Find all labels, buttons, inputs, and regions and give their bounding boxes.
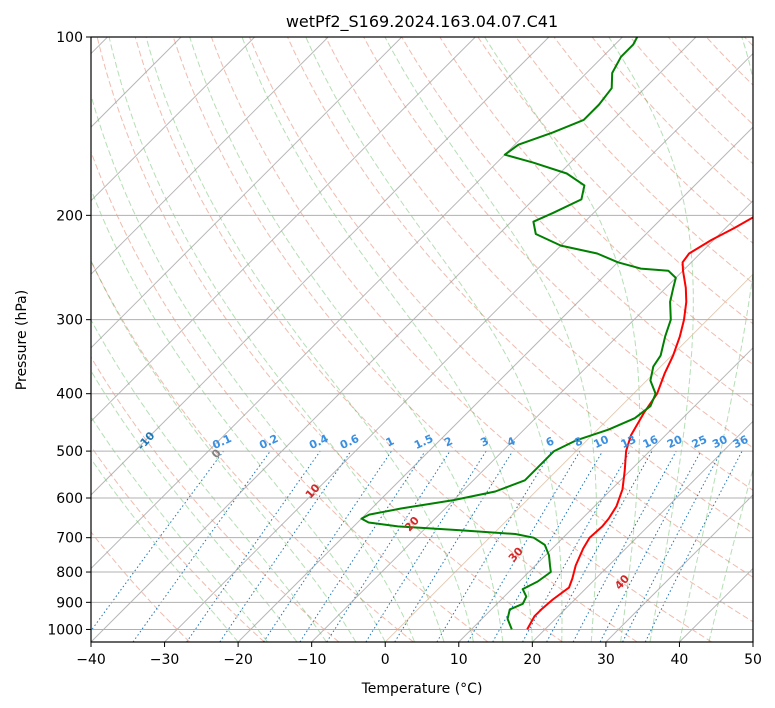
moist-adiabat-line (384, 37, 598, 642)
isotherm-line (91, 37, 697, 642)
isotherm-line (91, 37, 329, 275)
isotherm-line (164, 52, 753, 642)
y-tick-label: 300 (56, 313, 83, 329)
zero-isotherm-line (384, 273, 753, 642)
moist-adiabat-line (484, 37, 641, 642)
dry-adiabat-line (96, 37, 563, 642)
mixing-ratio-line (522, 450, 631, 642)
isotherm-line (91, 37, 256, 202)
x-tick-label: −10 (297, 652, 327, 668)
moist-adiabat-line (108, 37, 445, 642)
mixing-ratio-label: 16 (641, 433, 661, 451)
isotherm-line (91, 37, 550, 496)
mixing-ratio-label: 20 (665, 433, 685, 451)
dry-adiabat-line (439, 37, 753, 366)
y-tick-label: 100 (56, 30, 83, 46)
mixing-ratio-line (299, 450, 426, 642)
moist-adiabat-line (91, 458, 239, 642)
isotherm-line (605, 494, 753, 642)
dry-adiabat-line (629, 37, 753, 165)
mixing-ratio-line (546, 450, 653, 642)
mixing-ratio-line (186, 450, 321, 642)
mixing-ratio-line (572, 450, 677, 642)
x-tick-label: 30 (597, 652, 615, 668)
y-tick-label: 400 (56, 387, 83, 403)
x-tick-label: −20 (223, 652, 253, 668)
mixing-ratio-line (263, 450, 392, 642)
mixing-ratio-label: 36 (731, 433, 751, 451)
background-lines (91, 37, 753, 642)
x-tick-label: −40 (76, 652, 106, 668)
y-axis-title: Pressure (hPa) (14, 290, 30, 390)
profile-lines (360, 37, 753, 630)
moist-adiabat-line (305, 37, 563, 642)
isotherm-line (91, 37, 403, 349)
x-tick-label: 20 (523, 652, 541, 668)
isotherm-line (91, 37, 623, 570)
x-tick-label: 50 (744, 652, 762, 668)
mixing-ratio-label: 25 (690, 433, 709, 451)
y-tick-label: 800 (56, 565, 83, 581)
dry-adiabat-line (325, 37, 753, 491)
x-axis-title: Temperature (°C) (361, 681, 483, 697)
dry-adiabat-line (91, 150, 489, 642)
isotherm-line (91, 37, 476, 423)
y-tick-label: 200 (56, 208, 83, 224)
dry-adiabat-line (287, 37, 753, 534)
dry-adiabat-line (401, 37, 753, 407)
dry-adiabat-line (553, 37, 753, 244)
dry-adiabat-line (248, 37, 753, 578)
mixing-ratio-label: 30 (710, 433, 730, 451)
mixing-ratio-line (132, 450, 271, 642)
moist-adiabat-line (91, 188, 386, 642)
x-tick-label: 0 (381, 652, 390, 668)
mixing-ratio-line (219, 450, 352, 642)
dry-adiabat-line (591, 37, 753, 205)
moist-adiabat-line (91, 369, 298, 642)
mixing-ratio-label: 10 (592, 433, 612, 451)
y-tick-label: 500 (56, 444, 83, 460)
isotherm-line (531, 420, 753, 642)
chart-title: wetPf2_S169.2024.163.04.07.C41 (286, 12, 558, 32)
dry-adiabat-line (477, 37, 753, 325)
dry-adiabat-line (210, 37, 753, 623)
moist-adiabat-line (678, 37, 753, 642)
y-tick-label: 1000 (47, 622, 83, 638)
mixing-ratio-line (326, 450, 451, 642)
dewpoint-line (360, 37, 677, 630)
isotherm-line (237, 126, 753, 642)
x-tick-label: 10 (450, 652, 468, 668)
dry-adiabat-line (515, 37, 753, 284)
dry-adiabat-line (91, 356, 340, 642)
mixing-ratio-label: 13 (619, 433, 638, 451)
x-tick-label: −30 (150, 652, 180, 668)
isotherm-line (311, 199, 753, 642)
moist-adiabat-line (91, 415, 268, 642)
plot-frame (90, 36, 754, 643)
dry-adiabat-line (134, 37, 638, 642)
x-tick-label: 40 (671, 652, 689, 668)
dry-adiabat-line (91, 531, 191, 642)
mixing-ratio-line (91, 450, 224, 632)
y-tick-label: 600 (56, 491, 83, 507)
y-tick-label: 700 (56, 531, 83, 547)
y-tick-label: 900 (56, 595, 83, 611)
axes: −40 −30 −20 −10 0 10 20 30 40 50 1000 900 800 700 600 5… (47, 30, 762, 668)
isotherm-line (458, 347, 753, 642)
moist-adiabat-line (608, 37, 694, 642)
temperature-line (526, 216, 753, 630)
dry-adiabat-line (91, 259, 414, 642)
mixing-ratio-line (644, 450, 743, 642)
moist-adiabat-line (145, 37, 474, 642)
moist-adiabat-line (91, 259, 357, 642)
